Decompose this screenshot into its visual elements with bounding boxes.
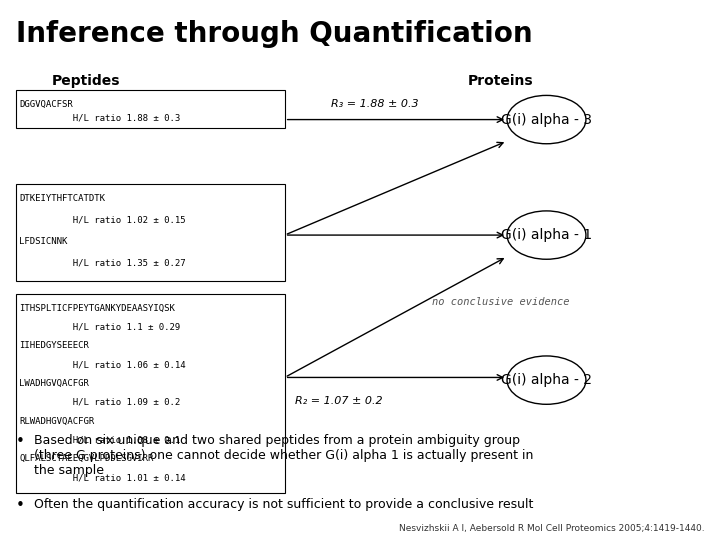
Text: H/L ratio 1.88 ± 0.3: H/L ratio 1.88 ± 0.3 <box>19 113 181 122</box>
Text: H/L ratio 1.35 ± 0.27: H/L ratio 1.35 ± 0.27 <box>19 258 186 267</box>
Text: G(i) alpha - 2: G(i) alpha - 2 <box>501 373 592 387</box>
Text: Based on six unique and two shared peptides from a protein ambiguity group
(thre: Based on six unique and two shared pepti… <box>34 434 533 477</box>
Text: LFDSICNNK: LFDSICNNK <box>19 237 68 246</box>
Text: H/L ratio 1.09 ± 0.2: H/L ratio 1.09 ± 0.2 <box>19 398 181 407</box>
FancyBboxPatch shape <box>16 294 284 493</box>
FancyBboxPatch shape <box>16 184 284 281</box>
Text: G(i) alpha - 3: G(i) alpha - 3 <box>501 112 592 126</box>
Ellipse shape <box>507 356 586 404</box>
Text: •: • <box>16 434 24 449</box>
FancyBboxPatch shape <box>16 90 284 127</box>
Text: Often the quantification accuracy is not sufficient to provide a conclusive resu: Often the quantification accuracy is not… <box>34 498 533 511</box>
Ellipse shape <box>507 96 586 144</box>
Text: DGGVQACFSR: DGGVQACFSR <box>19 100 73 109</box>
Text: Peptides: Peptides <box>52 74 120 88</box>
Text: Inference through Quantification: Inference through Quantification <box>16 20 532 48</box>
Text: H/L ratio 1.08 ± 0.1: H/L ratio 1.08 ± 0.1 <box>19 435 181 444</box>
Ellipse shape <box>507 211 586 259</box>
Text: •: • <box>16 498 24 514</box>
Text: no conclusive evidence: no conclusive evidence <box>432 297 570 307</box>
Text: H/L ratio 1.06 ± 0.14: H/L ratio 1.06 ± 0.14 <box>19 360 186 369</box>
Text: QLFALSCTAEEQGVLPDDLSGVIRR: QLFALSCTAEEQGVLPDDLSGVIRR <box>19 454 153 463</box>
Text: DTKEIYTHFTCATDTK: DTKEIYTHFTCATDTK <box>19 194 105 202</box>
Text: R₃ = 1.88 ± 0.3: R₃ = 1.88 ± 0.3 <box>331 99 419 109</box>
Text: LWADHGVQACFGR: LWADHGVQACFGR <box>19 379 89 388</box>
Text: RLWADHGVQACFGR: RLWADHGVQACFGR <box>19 417 94 426</box>
Text: H/L ratio 1.01 ± 0.14: H/L ratio 1.01 ± 0.14 <box>19 473 186 482</box>
Text: H/L ratio 1.1 ± 0.29: H/L ratio 1.1 ± 0.29 <box>19 322 181 332</box>
Text: IIHEDGYSEEECR: IIHEDGYSEEECR <box>19 341 89 350</box>
Text: H/L ratio 1.02 ± 0.15: H/L ratio 1.02 ± 0.15 <box>19 215 186 224</box>
Text: R₂ = 1.07 ± 0.2: R₂ = 1.07 ± 0.2 <box>295 396 383 406</box>
Text: ITHSPLTICFPEYTGANKYDEAASYIQSK: ITHSPLTICFPEYTGANKYDEAASYIQSK <box>19 304 175 313</box>
Text: Nesvizhskii A I, Aebersold R Mol Cell Proteomics 2005;4:1419-1440.: Nesvizhskii A I, Aebersold R Mol Cell Pr… <box>399 524 704 533</box>
Text: Proteins: Proteins <box>467 74 534 88</box>
Text: G(i) alpha - 1: G(i) alpha - 1 <box>501 228 592 242</box>
